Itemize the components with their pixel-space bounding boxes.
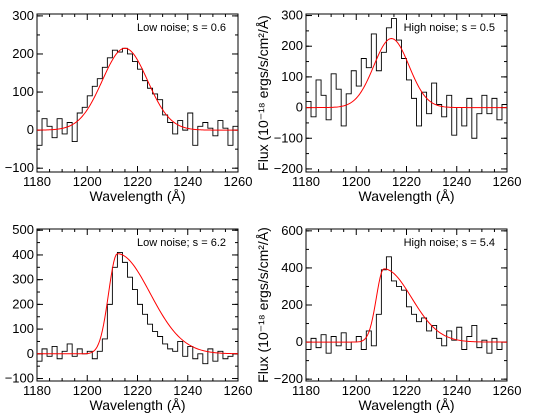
panel-annotation: High noise; s = 0.5 [404,22,495,34]
y-axis-label: Flux (10⁻¹⁸ ergs/s/cm²/Å) [255,227,271,383]
panel-annotation: Low noise; s = 0.6 [137,22,226,34]
x-tick-label: 1180 [23,174,51,189]
x-tick-label: 1260 [224,383,253,398]
x-tick-label: 1240 [442,174,471,189]
y-tick-label: 100 [281,69,303,84]
y-tick-label: −100 [5,371,34,386]
y-tick-label: −100 [5,160,34,175]
y-tick-label: 300 [12,272,34,287]
y-tick-label: −200 [274,371,303,386]
x-tick-label: 1200 [73,174,102,189]
y-tick-label: 200 [12,296,34,311]
x-tick-label: 1200 [342,174,371,189]
x-tick-label: 1240 [173,174,202,189]
spectrum-histogram [306,18,507,139]
plot-frame [36,13,239,173]
spectrum-histogram [306,256,507,354]
data-layer [306,18,507,139]
y-tick-label: 500 [12,222,34,237]
y-tick-label: 0 [27,122,34,137]
y-tick-label: 0 [296,334,303,349]
y-tick-label: −200 [274,161,303,176]
x-tick-label: 1180 [292,174,320,189]
x-axis-label: Wavelength (Å) [90,188,186,204]
y-axis-label: Flux (10⁻¹⁸ ergs/s/cm²/Å) [255,15,271,171]
data-layer [37,252,238,365]
fit-curve [37,47,238,131]
plot-frame [305,13,508,173]
x-tick-label: 1220 [392,383,421,398]
panel-annotation: High noise; s = 5.4 [404,237,495,249]
y-tick-label: 600 [281,223,303,238]
y-tick-label: 0 [296,100,303,115]
x-tick-label: 1240 [442,383,471,398]
x-tick-label: 1260 [493,174,522,189]
spectrum-histogram [37,252,238,365]
y-tick-label: 100 [12,84,34,99]
y-tick-label: 400 [281,260,303,275]
x-tick-label: 1180 [292,383,320,398]
y-tick-label: 200 [281,297,303,312]
x-axis-label: Wavelength (Å) [90,397,186,413]
x-tick-label: 1260 [224,174,253,189]
data-layer [37,47,238,146]
data-layer [306,256,507,354]
x-axis-label: Wavelength (Å) [359,188,455,204]
x-axis-label: Wavelength (Å) [359,397,455,413]
y-tick-label: 300 [12,8,34,23]
y-tick-label: 200 [12,46,34,61]
fit-curve [306,268,507,343]
fit-curve [37,253,238,355]
panel-4: 1180 1200 1220 1240 1260 −200 0 200 400 600 High n… [255,223,521,413]
y-tick-label: 400 [12,247,34,262]
x-tick-label: 1200 [342,383,371,398]
panel-3: 1180 1200 1220 1240 1260 −100 0 100 200 300 400 500… [5,222,253,413]
x-tick-label: 1200 [73,383,102,398]
y-tick-label: 200 [281,38,303,53]
x-tick-label: 1220 [392,174,421,189]
x-tick-label: 1260 [493,383,522,398]
panel-annotation: Low noise; s = 6.2 [137,237,226,249]
y-tick-label: −100 [274,130,303,145]
y-tick-label: 300 [281,8,303,23]
panel-1: 1180 1200 1220 1240 1260 −100 0 100 200 300 Low no… [5,8,253,204]
x-tick-label: 1240 [173,383,202,398]
spectrum-histogram [37,47,238,146]
x-tick-label: 1180 [23,383,51,398]
panel-2: 1180 1200 1220 1240 1260 −200 −100 0 100 200 300 Hi… [255,8,521,204]
x-tick-label: 1220 [123,383,152,398]
y-tick-label: 100 [12,321,34,336]
fit-curve [306,38,507,109]
y-tick-label: 0 [27,346,34,361]
x-tick-label: 1220 [123,174,152,189]
